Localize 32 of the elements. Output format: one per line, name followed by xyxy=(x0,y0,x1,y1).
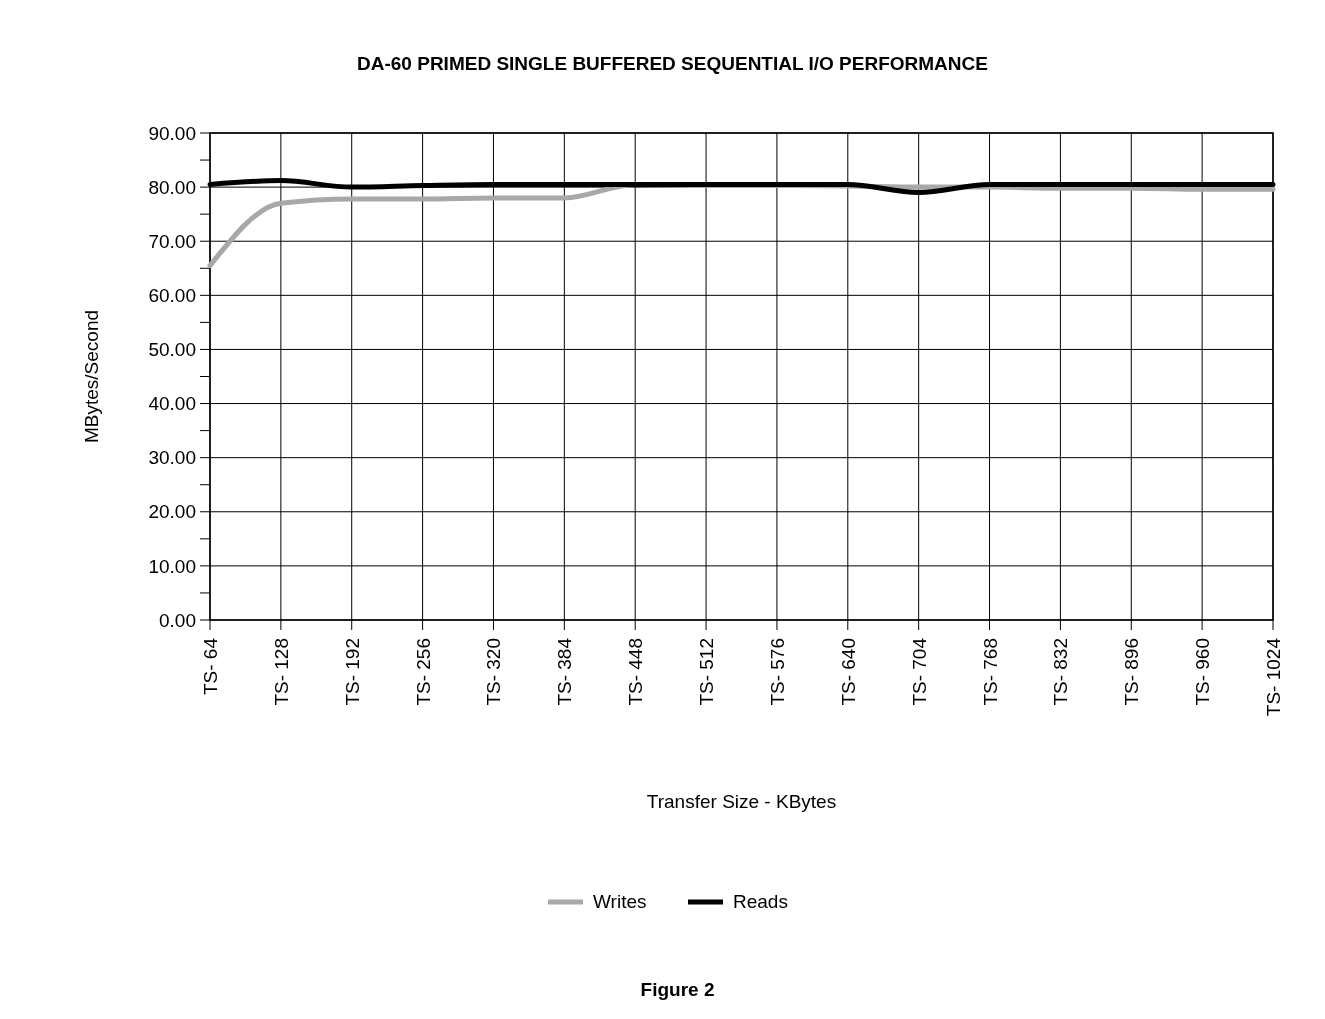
x-tick-label: TS- 512 xyxy=(696,638,718,706)
legend-label: Reads xyxy=(733,891,788,912)
x-tick-label: TS- 320 xyxy=(483,638,505,706)
y-tick-label: 80.00 xyxy=(148,176,196,198)
x-tick-label: TS- 256 xyxy=(412,638,434,706)
y-tick-label: 70.00 xyxy=(148,230,196,252)
y-tick-label: 90.00 xyxy=(148,122,196,144)
x-tick-label: TS- 640 xyxy=(837,638,859,706)
y-axis-title: MBytes/Second xyxy=(81,309,102,444)
y-tick-label: 60.00 xyxy=(148,284,196,306)
y-tick-label: 30.00 xyxy=(148,447,196,469)
x-tick-label: TS- 64 xyxy=(200,637,221,696)
x-tick-label: TS- 1024 xyxy=(1263,637,1284,717)
x-tick-label: TS- 448 xyxy=(625,638,647,706)
y-tick-label: 10.00 xyxy=(148,555,196,577)
x-tick-label: TS- 704 xyxy=(908,637,930,706)
x-axis-title: Transfer Size - KBytes xyxy=(646,791,837,812)
y-tick-label: 50.00 xyxy=(148,339,196,361)
legend-label: Writes xyxy=(593,891,647,912)
x-tick-label: TS- 128 xyxy=(270,638,292,706)
y-tick-label: 0.00 xyxy=(159,609,196,631)
chart-title: DA-60 PRIMED SINGLE BUFFERED SEQUENTIAL I/O PERFORMANCE xyxy=(357,53,988,74)
caption: Figure 2 xyxy=(640,979,715,1000)
x-tick-label: TS- 960 xyxy=(1192,638,1214,706)
y-tick-label: 40.00 xyxy=(148,393,196,415)
y-tick-label: 20.00 xyxy=(148,501,196,523)
x-tick-label: TS- 192 xyxy=(341,638,363,706)
x-tick-label: TS- 768 xyxy=(979,638,1001,706)
x-tick-label: TS- 896 xyxy=(1121,638,1143,706)
x-tick-label: TS- 384 xyxy=(554,637,576,706)
x-tick-label: TS- 832 xyxy=(1050,638,1072,706)
x-tick-label: TS- 576 xyxy=(766,638,788,706)
